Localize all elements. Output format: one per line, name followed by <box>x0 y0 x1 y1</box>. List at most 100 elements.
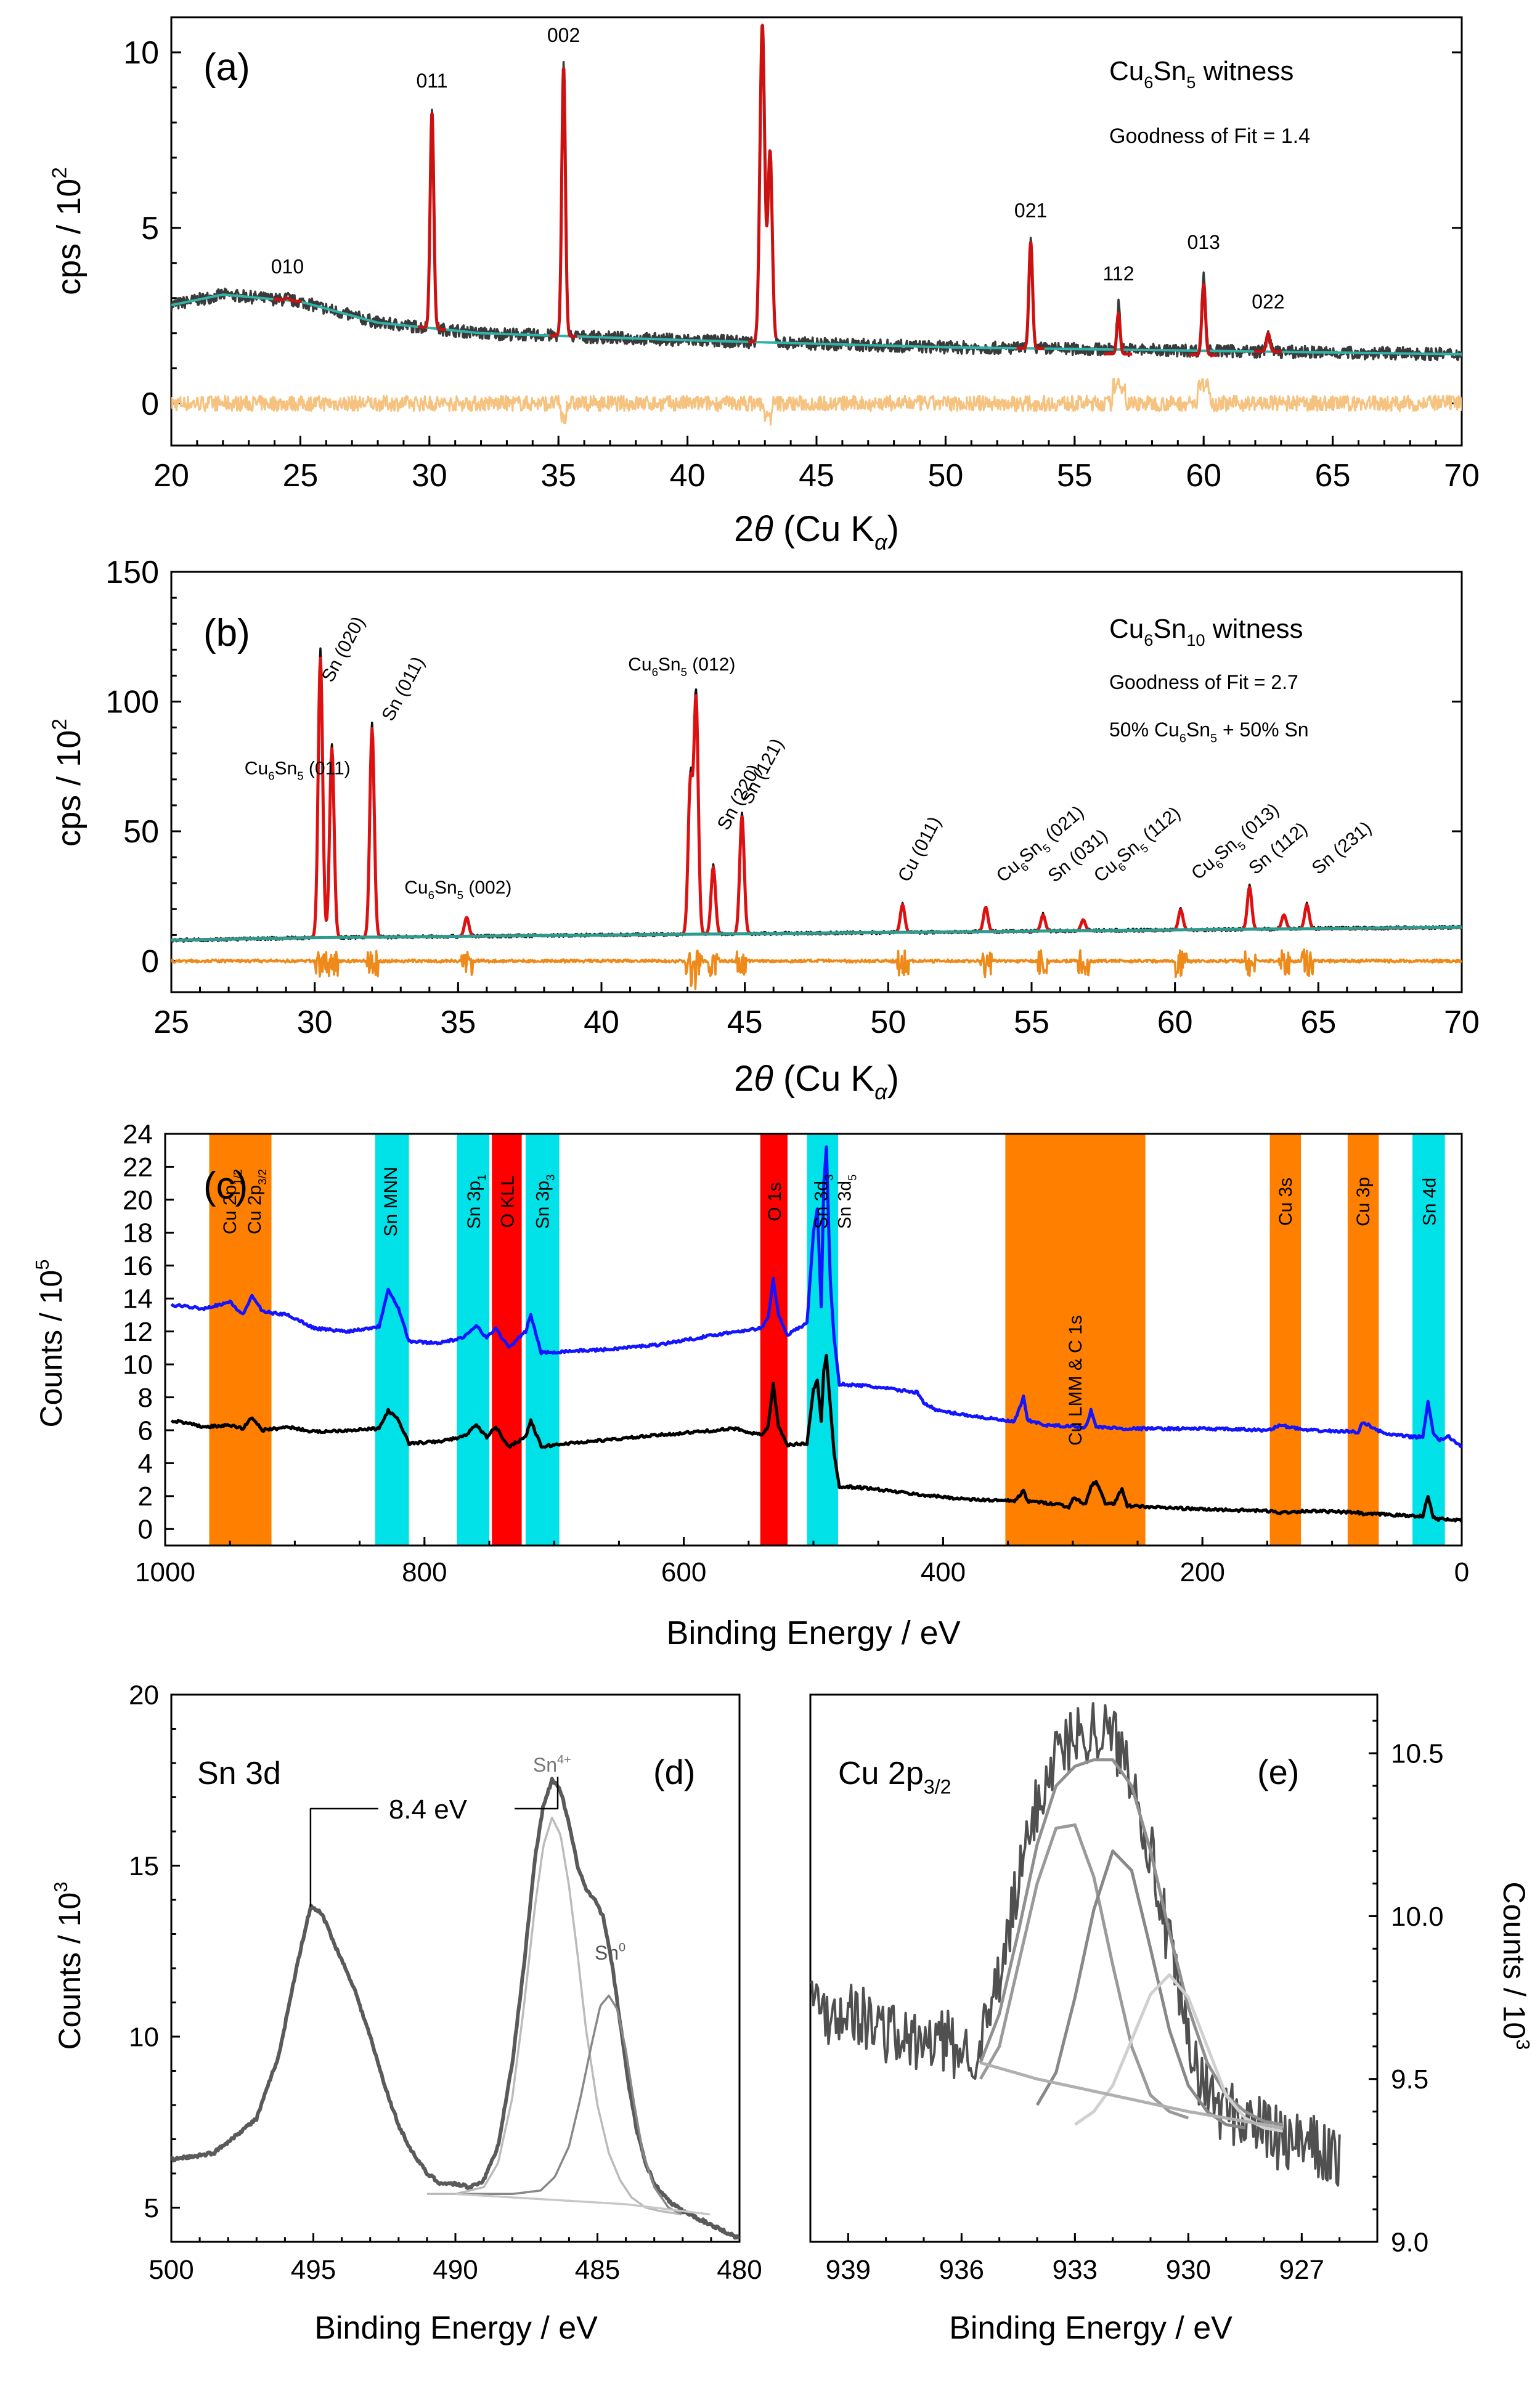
annotation-mixture: 50% Cu6Sn5 + 50% Sn <box>1109 719 1309 746</box>
y-tick-label: 14 <box>123 1284 153 1314</box>
plot-area <box>170 1145 1462 1523</box>
x-tick-label: 55 <box>1057 458 1093 494</box>
y-tick-label: 5 <box>141 211 159 246</box>
annotation-title: Cu6Sn10 witness <box>1109 614 1303 650</box>
band-label: Cu 2p1/2 <box>220 1169 244 1234</box>
y-tick-label: 9.5 <box>1391 2064 1428 2095</box>
x-tick-label: 927 <box>1279 2255 1324 2285</box>
spectrum-comp1 <box>979 1823 1189 2120</box>
region-band <box>209 1134 272 1546</box>
x-tick-label: 0 <box>1454 1557 1469 1587</box>
x-tick-label: 70 <box>1444 458 1480 494</box>
x-tick-label: 936 <box>939 2255 984 2285</box>
region-band <box>1269 1134 1302 1546</box>
peak-label: Sn (020) <box>318 613 369 685</box>
region-band <box>525 1134 560 1546</box>
band-label: Sn 3p1 <box>464 1175 488 1229</box>
y-tick-label: 5 <box>144 2193 159 2223</box>
x-tick-label: 50 <box>870 1004 906 1040</box>
peak-label: Sn (231) <box>1308 818 1375 879</box>
x-tick-label: 35 <box>440 1004 476 1040</box>
x-tick-label: 25 <box>282 458 318 494</box>
x-tick-label: 40 <box>584 1004 619 1040</box>
y-tick-label: 10.5 <box>1391 1739 1444 1769</box>
panel-e-xps-cu2p: 939 936 933 930 927 9.0 9.5 10.0 10.5 (e) Cu 2p3/2… <box>809 1693 1534 2346</box>
plot-frame <box>170 571 1463 993</box>
y-tick-label: 50 <box>123 814 159 850</box>
y-tick-label: 24 <box>123 1119 153 1149</box>
panel-a-xrd-cu6sn5: 20 25 30 35 40 45 50 55 60 65 70 0 5 10 010 011 002 012 02… <box>48 0 1480 555</box>
peak-label: 012 <box>746 0 778 4</box>
y-tick-label: 2 <box>138 1481 153 1512</box>
split-annotation: 8.4 eV <box>389 1794 468 1825</box>
panel-label: (a) <box>203 46 250 89</box>
y-tick-label: 0 <box>141 386 159 422</box>
panel-title: Sn 3d <box>197 1756 281 1791</box>
y-axis-label: Counts / 105 <box>31 1260 68 1428</box>
y-tick-label: 20 <box>129 1680 159 1710</box>
fit-peak-013 <box>1188 283 1219 357</box>
band-label: Sn 3p3 <box>532 1175 556 1229</box>
x-tick-label: 800 <box>402 1557 447 1587</box>
sn4-label: Sn4+ <box>533 1753 571 1776</box>
x-tick-label: 65 <box>1315 458 1351 494</box>
x-tick-label: 490 <box>433 2255 478 2285</box>
sn0-label: Sn0 <box>595 1941 625 1964</box>
residual-line <box>171 948 1462 990</box>
peak-label: 010 <box>271 256 304 278</box>
spectrum-envelope <box>171 1777 739 2240</box>
annotation-fit: Goodness of Fit = 2.7 <box>1109 671 1298 693</box>
annotation-fit: Goodness of Fit = 1.4 <box>1109 124 1310 148</box>
spectrum-baseline <box>980 2061 1284 2130</box>
spectrum-comp2 <box>1035 1849 1245 2130</box>
peak-label: Cu6Sn5 (002) <box>404 878 511 902</box>
split-bracket-right <box>515 1777 559 1810</box>
band-label: O 1s <box>765 1182 785 1221</box>
spectrum-upper <box>170 1145 1462 1449</box>
band-label: Cu 2p3/2 <box>245 1169 269 1234</box>
peak-label: 013 <box>1188 231 1220 253</box>
band-label: Cu LMM & C 1s <box>1065 1315 1086 1446</box>
peak-label: 021 <box>1014 200 1047 222</box>
x-tick-label: 35 <box>540 458 576 494</box>
plot-area <box>171 647 1462 990</box>
y-axis-label: cps / 102 <box>48 167 88 295</box>
y-tick-label: 22 <box>123 1152 153 1183</box>
panel-d-xps-sn3d: 500 495 490 485 480 5 10 15 20 (d) Sn 3d 8.4 eV Sn4+… <box>50 1680 762 2346</box>
y-tick-label: 0 <box>141 944 159 980</box>
y-tick-label: 10 <box>123 1350 153 1380</box>
x-tick-label: 495 <box>291 2255 336 2285</box>
region-band <box>1005 1134 1146 1546</box>
panel-label: (e) <box>1257 1753 1299 1791</box>
y-axis-label: cps / 102 <box>48 719 88 847</box>
y-tick-label: 10 <box>129 2022 159 2052</box>
y-tick-label: 100 <box>105 685 159 720</box>
peak-label: 011 <box>416 70 447 92</box>
x-tick-label: 30 <box>412 458 447 494</box>
x-axis-label: Binding Energy / eV <box>666 1615 960 1652</box>
spectrum-Sn4+ <box>426 1817 682 2216</box>
y-axis-label: Counts / 103 <box>1497 1882 1534 2050</box>
band-label: O KLL <box>497 1175 518 1228</box>
y-tick-label: 6 <box>138 1415 153 1446</box>
fit-peak-112 <box>1103 312 1133 356</box>
band-label: Sn 3d5 <box>834 1175 858 1229</box>
annotation-title: Cu6Sn5 witness <box>1109 56 1294 92</box>
y-tick-label: 18 <box>123 1218 153 1248</box>
peak-label: Sn (011) <box>378 653 428 724</box>
panel-label: (b) <box>203 612 250 654</box>
x-tick-label: 60 <box>1157 1004 1193 1040</box>
y-tick-label: 150 <box>105 555 159 590</box>
background-line <box>171 926 1462 942</box>
panel-label: (c) <box>203 1165 248 1207</box>
x-tick-label: 20 <box>153 458 189 494</box>
x-axis-label: 2θ (Cu Kα) <box>734 509 899 555</box>
spectrum-raw <box>810 1702 1341 2187</box>
x-tick-label: 939 <box>826 2255 871 2285</box>
x-tick-label: 70 <box>1444 1004 1480 1040</box>
y-tick-label: 15 <box>129 1851 159 1881</box>
fit-line <box>171 656 1462 942</box>
panel-label: (d) <box>653 1753 695 1791</box>
x-tick-label: 30 <box>297 1004 333 1040</box>
